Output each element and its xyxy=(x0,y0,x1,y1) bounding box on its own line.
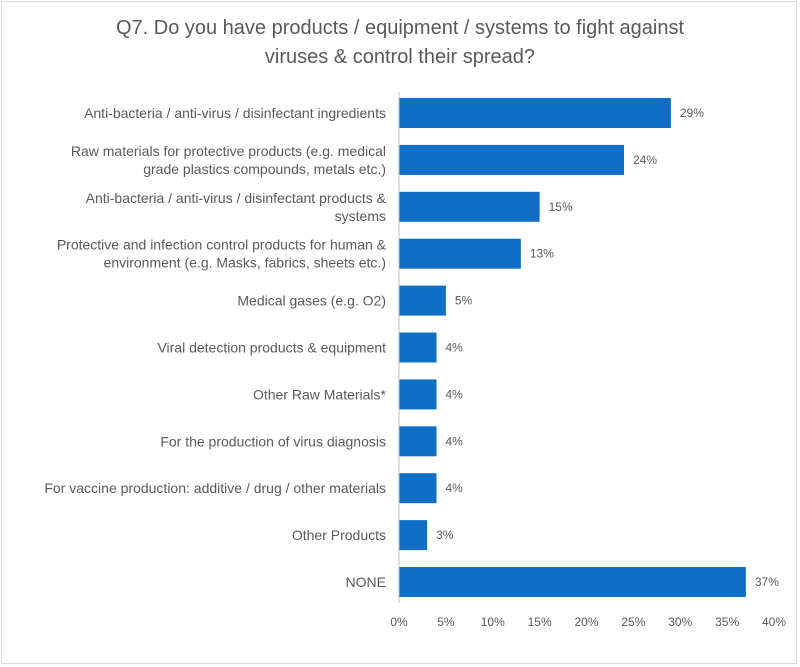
category-label: Viral detection products & equipment xyxy=(157,340,386,356)
chart-title: Q7. Do you have products / equipment / s… xyxy=(0,14,800,72)
category-label-line: Other Products xyxy=(292,527,386,543)
data-label: 4% xyxy=(446,434,464,448)
data-label: 37% xyxy=(755,575,779,589)
data-label: 15% xyxy=(549,200,573,214)
category-label: Other Raw Materials* xyxy=(253,386,387,402)
bars-group xyxy=(399,98,746,597)
data-label: 4% xyxy=(446,341,464,355)
bar xyxy=(399,426,437,457)
x-axis: 0% 5% 10% 15% 20% 25% 30% 35% 40% xyxy=(390,92,786,629)
x-tick-label: 10% xyxy=(481,615,505,629)
bar xyxy=(399,332,437,363)
category-label-line: Viral detection products & equipment xyxy=(157,340,386,356)
category-label: Medical gases (e.g. O2) xyxy=(237,293,386,309)
x-tick-label: 5% xyxy=(437,615,455,629)
category-label-line: grade plastics compounds, metals etc.) xyxy=(143,161,386,177)
category-label: Protective and infection control product… xyxy=(57,237,387,271)
bar xyxy=(399,473,437,504)
data-label: 24% xyxy=(633,153,657,167)
category-labels-group: Anti-bacteria / anti-virus / disinfectan… xyxy=(44,105,386,590)
chart-title-line-2: viruses & control their spread? xyxy=(264,46,536,68)
category-label: Anti-bacteria / anti-virus / disinfectan… xyxy=(84,105,386,121)
category-label-line: Anti-bacteria / anti-virus / disinfectan… xyxy=(84,105,386,121)
x-tick-label: 0% xyxy=(390,615,408,629)
data-label: 3% xyxy=(436,528,454,542)
data-label: 4% xyxy=(446,387,464,401)
category-label: Other Products xyxy=(292,527,386,543)
chart-title-line-1: Q7. Do you have products / equipment / s… xyxy=(115,17,685,39)
bar xyxy=(399,379,437,410)
bar xyxy=(399,238,521,269)
category-label-line: For vaccine production: additive / drug … xyxy=(44,480,386,496)
category-label-line: Anti-bacteria / anti-virus / disinfectan… xyxy=(86,190,387,206)
bar xyxy=(399,520,428,551)
category-label-line: environment (e.g. Masks, fabrics, sheets… xyxy=(104,255,386,271)
data-label: 5% xyxy=(455,294,473,308)
x-tick-label: 25% xyxy=(621,615,645,629)
category-label-line: NONE xyxy=(346,574,386,590)
bar xyxy=(399,567,746,597)
category-label: Raw materials for protective products (e… xyxy=(71,143,386,177)
category-label-line: Protective and infection control product… xyxy=(57,237,387,253)
x-tick-label: 35% xyxy=(715,615,739,629)
x-tick-label: 20% xyxy=(574,615,598,629)
category-label: For vaccine production: additive / drug … xyxy=(44,480,386,496)
x-tick-label: 15% xyxy=(528,615,552,629)
data-label: 4% xyxy=(446,481,464,495)
x-tick-label: 30% xyxy=(668,615,692,629)
category-label-line: systems xyxy=(335,208,386,224)
value-labels-group: 29% 24% 15% 13% 5% 4% 4% 4% 4% 3% 37% xyxy=(436,106,779,589)
bar xyxy=(399,285,446,316)
category-label-line: Medical gases (e.g. O2) xyxy=(237,293,386,309)
category-label-line: Other Raw Materials* xyxy=(253,386,387,402)
bar xyxy=(399,144,624,175)
bar xyxy=(399,191,540,222)
data-label: 13% xyxy=(530,247,554,261)
x-tick-label: 40% xyxy=(762,615,786,629)
data-label: 29% xyxy=(680,106,704,120)
category-label-line: For the production of virus diagnosis xyxy=(160,433,386,449)
category-label: For the production of virus diagnosis xyxy=(160,433,386,449)
category-label: Anti-bacteria / anti-virus / disinfectan… xyxy=(86,190,387,224)
bar xyxy=(399,98,671,128)
category-label: NONE xyxy=(346,574,386,590)
category-label-line: Raw materials for protective products (e… xyxy=(71,143,386,159)
